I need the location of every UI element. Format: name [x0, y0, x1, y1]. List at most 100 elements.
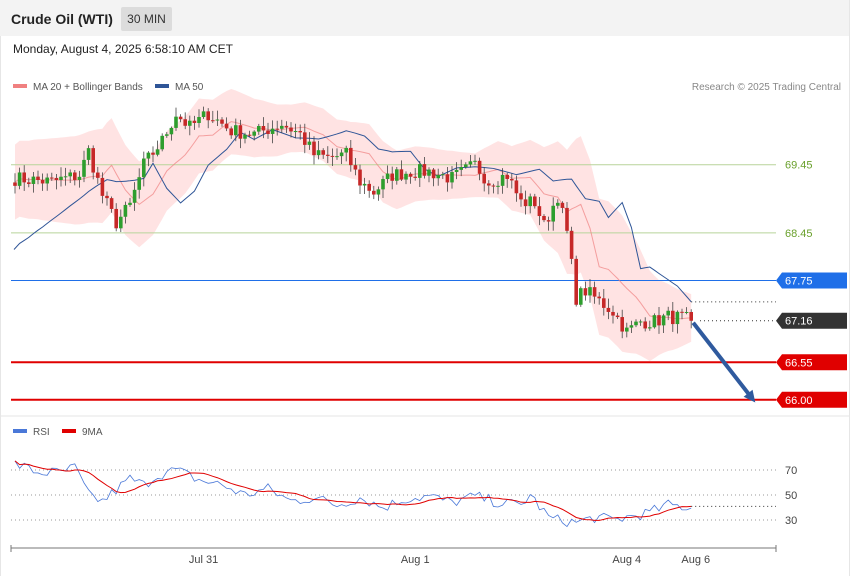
- candle-body: [372, 190, 376, 195]
- candle-body: [188, 120, 192, 126]
- research-credit: Research © 2025 Trading Central: [692, 82, 841, 93]
- candle-body: [169, 127, 174, 135]
- candle-body: [556, 202, 560, 206]
- level-box-67.75: [776, 272, 847, 289]
- candle-body: [215, 119, 220, 121]
- ma50-line: [13, 129, 692, 303]
- x-tick-aug-4: Aug 4: [612, 554, 641, 566]
- moving-averages: [13, 121, 776, 320]
- candle-body: [367, 183, 371, 191]
- candle-body: [128, 202, 132, 205]
- candle-body: [454, 169, 459, 173]
- candle-body: [270, 128, 275, 134]
- projection-line: [691, 321, 754, 399]
- candle-body: [362, 183, 367, 186]
- candle-body: [671, 310, 675, 325]
- x-axis: Jul 31 Aug 1 Aug 4 Aug 6: [10, 545, 777, 566]
- legend-label-ma20: MA 20 + Bollinger Bands: [33, 82, 143, 93]
- candle-body: [408, 173, 413, 177]
- candle-body: [174, 116, 178, 128]
- candle-body: [303, 132, 307, 145]
- candle-body: [519, 193, 523, 200]
- projection-arrowhead: [743, 389, 756, 403]
- candle-body: [68, 172, 72, 177]
- candle-body: [477, 160, 482, 174]
- x-tick-aug-6: Aug 6: [681, 554, 710, 566]
- candle-body: [450, 172, 454, 183]
- candle-body: [289, 127, 293, 132]
- candle-body: [574, 258, 578, 305]
- candle-body: [316, 150, 321, 156]
- main-legend: MA 20 + Bollinger Bands MA 50: [13, 82, 204, 93]
- candle-body: [634, 321, 638, 326]
- candle-body: [183, 119, 187, 126]
- candle-body: [385, 173, 390, 180]
- candle-body: [611, 311, 615, 316]
- candle-body: [82, 159, 86, 177]
- candle-body: [505, 174, 509, 179]
- candle-body: [335, 156, 339, 158]
- candle-body: [638, 321, 643, 323]
- candle-body: [353, 165, 358, 170]
- candle-body: [551, 205, 555, 222]
- level-label-66.00: 66.00: [785, 395, 813, 407]
- candle-body: [445, 174, 450, 183]
- candle-body: [592, 287, 597, 297]
- candle-body: [326, 154, 330, 156]
- candle-body: [565, 207, 569, 231]
- candle-body: [496, 185, 500, 187]
- candle-body: [312, 141, 316, 156]
- candle-body: [132, 189, 137, 203]
- candle-body: [500, 174, 505, 186]
- candle-body: [404, 173, 408, 180]
- candle-body: [390, 173, 394, 181]
- candle-body: [491, 185, 496, 187]
- candle-body: [418, 164, 422, 178]
- candle-body: [579, 288, 583, 305]
- rsi-tick-50: 50: [785, 490, 797, 502]
- candle-body: [220, 119, 224, 124]
- timeframe-badge[interactable]: 30 MIN: [121, 7, 172, 31]
- candle-body: [413, 176, 417, 178]
- candle-body: [473, 160, 477, 162]
- candle-body: [73, 172, 77, 180]
- candle-body: [234, 125, 238, 136]
- candle-body: [376, 189, 381, 195]
- candle-body: [661, 315, 666, 326]
- candle-body: [224, 123, 229, 129]
- candle-body: [464, 164, 468, 168]
- candle-body: [165, 134, 169, 136]
- candle-body: [247, 134, 252, 136]
- candle-body: [284, 125, 289, 128]
- candle-body: [243, 134, 247, 139]
- candle-body: [59, 176, 63, 180]
- candle-body: [468, 161, 473, 165]
- candle-body: [395, 169, 399, 181]
- candle-body: [358, 169, 362, 186]
- candle-body: [680, 311, 684, 313]
- candle-body: [602, 298, 606, 308]
- candle-body: [657, 315, 661, 326]
- level-box-67.16: [776, 312, 847, 329]
- candle-body: [307, 141, 312, 145]
- level-label-67.75: 67.75: [785, 276, 813, 288]
- level-label-69.45: 69.45: [785, 160, 813, 172]
- candle-body: [142, 158, 146, 178]
- rsi-legend: RSI 9MA: [13, 427, 103, 438]
- legend-swatch-ma50: [155, 84, 169, 88]
- candle-body: [625, 327, 629, 332]
- candle-body: [27, 182, 31, 184]
- ma20-line: [14, 121, 692, 320]
- rsi-tick-70: 70: [785, 465, 797, 477]
- rsi-ma-line: [14, 460, 692, 521]
- candle-body: [487, 183, 491, 186]
- candle-body: [280, 125, 284, 129]
- candle-body: [119, 216, 123, 229]
- candle-body: [523, 199, 528, 207]
- candle-body: [201, 111, 206, 118]
- candle-body: [330, 155, 335, 157]
- candle-body: [381, 179, 385, 190]
- candle-body: [441, 174, 445, 176]
- timestamp: Monday, August 4, 2025 6:58:10 AM CET: [13, 42, 233, 56]
